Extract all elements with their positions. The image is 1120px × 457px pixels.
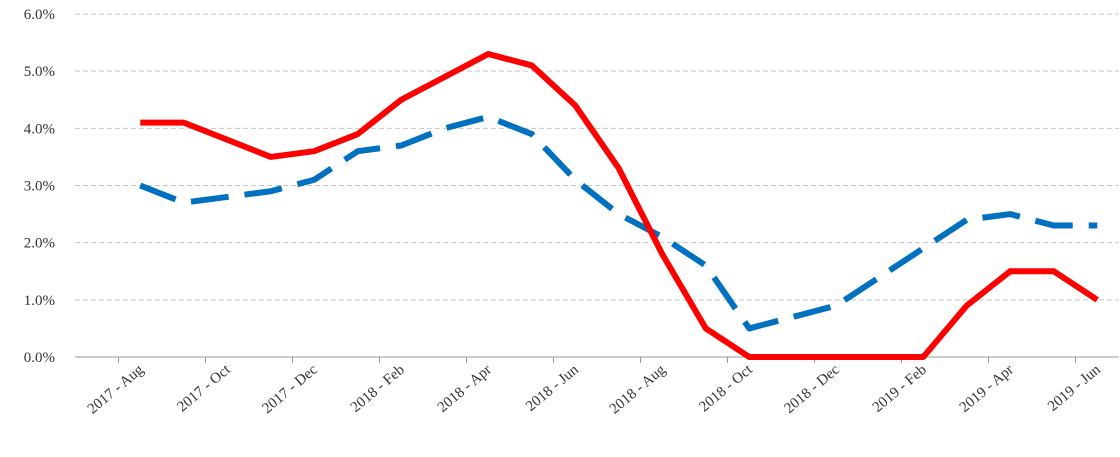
x-tick-label: 2018 - Jun bbox=[523, 361, 582, 414]
x-tick-label: 2018 - Feb bbox=[348, 362, 408, 416]
y-tick-label: 2.0% bbox=[24, 236, 55, 252]
y-tick-label: 5.0% bbox=[24, 64, 55, 80]
x-tick-label: 2019 - Feb bbox=[870, 362, 930, 416]
x-tick-label: 2018 - Aug bbox=[607, 361, 669, 417]
x-tick-label: 2019 - Apr bbox=[957, 362, 1017, 416]
y-tick-label: 4.0% bbox=[24, 121, 55, 137]
line-series bbox=[139, 113, 1098, 332]
y-tick-label: 6.0% bbox=[24, 7, 55, 23]
x-tick-label: 2019 - Jun bbox=[1045, 361, 1104, 414]
y-tick-label: 3.0% bbox=[24, 179, 55, 195]
y-tick-label: 0.0% bbox=[24, 350, 55, 366]
x-tick-label: 2017 - Aug bbox=[85, 361, 147, 417]
line-series bbox=[140, 51, 1099, 360]
x-tick-label: 2018 - Oct bbox=[696, 361, 756, 415]
x-tick-label: 2018 - Apr bbox=[435, 362, 495, 416]
x-tick-label: 2017 - Dec bbox=[259, 362, 321, 417]
x-tick-label: 2018 - Dec bbox=[781, 362, 843, 417]
y-tick-label: 1.0% bbox=[24, 293, 55, 309]
x-tick-label: 2017 - Oct bbox=[174, 361, 234, 415]
